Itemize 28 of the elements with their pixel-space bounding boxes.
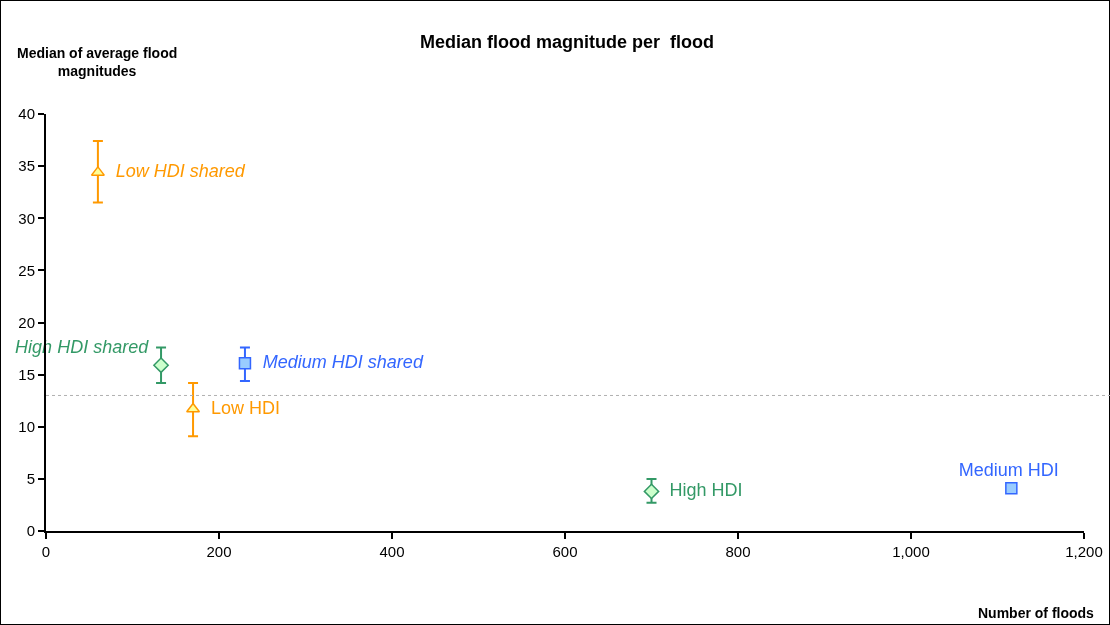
x-axis-title: Number of floods: [978, 605, 1095, 621]
series-label: Low HDI shared: [115, 160, 246, 181]
series-label: High HDI: [659, 479, 743, 500]
point: [1005, 482, 1018, 495]
x-tick-label: 1,000: [892, 543, 930, 560]
y-tick-label: 10: [18, 418, 35, 435]
series-label: Low HDI: [200, 397, 280, 418]
point: [153, 357, 169, 374]
chart-title: Median flood magnitude per flood: [420, 31, 715, 52]
y-tick-label: 0: [26, 522, 35, 540]
y-tick-label: 35: [18, 157, 35, 175]
y-tick-label: 25: [18, 261, 35, 279]
series-label: Medium HDI shared: [262, 351, 424, 372]
y-tick-label: 40: [18, 105, 35, 123]
x-tick-label: 400: [379, 543, 405, 560]
y-tick-label: 5: [26, 470, 35, 488]
x-tick-label: 200: [206, 543, 232, 560]
y-tick-label: 30: [18, 209, 35, 227]
series-label: Medium HDI: [958, 459, 1064, 480]
point: [238, 356, 252, 370]
x-tick-label: 600: [552, 543, 578, 560]
point: [643, 483, 660, 500]
y-axis-title: Median of average flood magnitudes: [17, 45, 178, 80]
y-tick-label: 15: [18, 365, 35, 383]
x-tick-label: 800: [725, 543, 751, 560]
x-tick-label: 1,200: [1065, 543, 1103, 560]
x-tick-label: 0: [41, 543, 51, 560]
y-tick-label: 20: [18, 313, 35, 331]
